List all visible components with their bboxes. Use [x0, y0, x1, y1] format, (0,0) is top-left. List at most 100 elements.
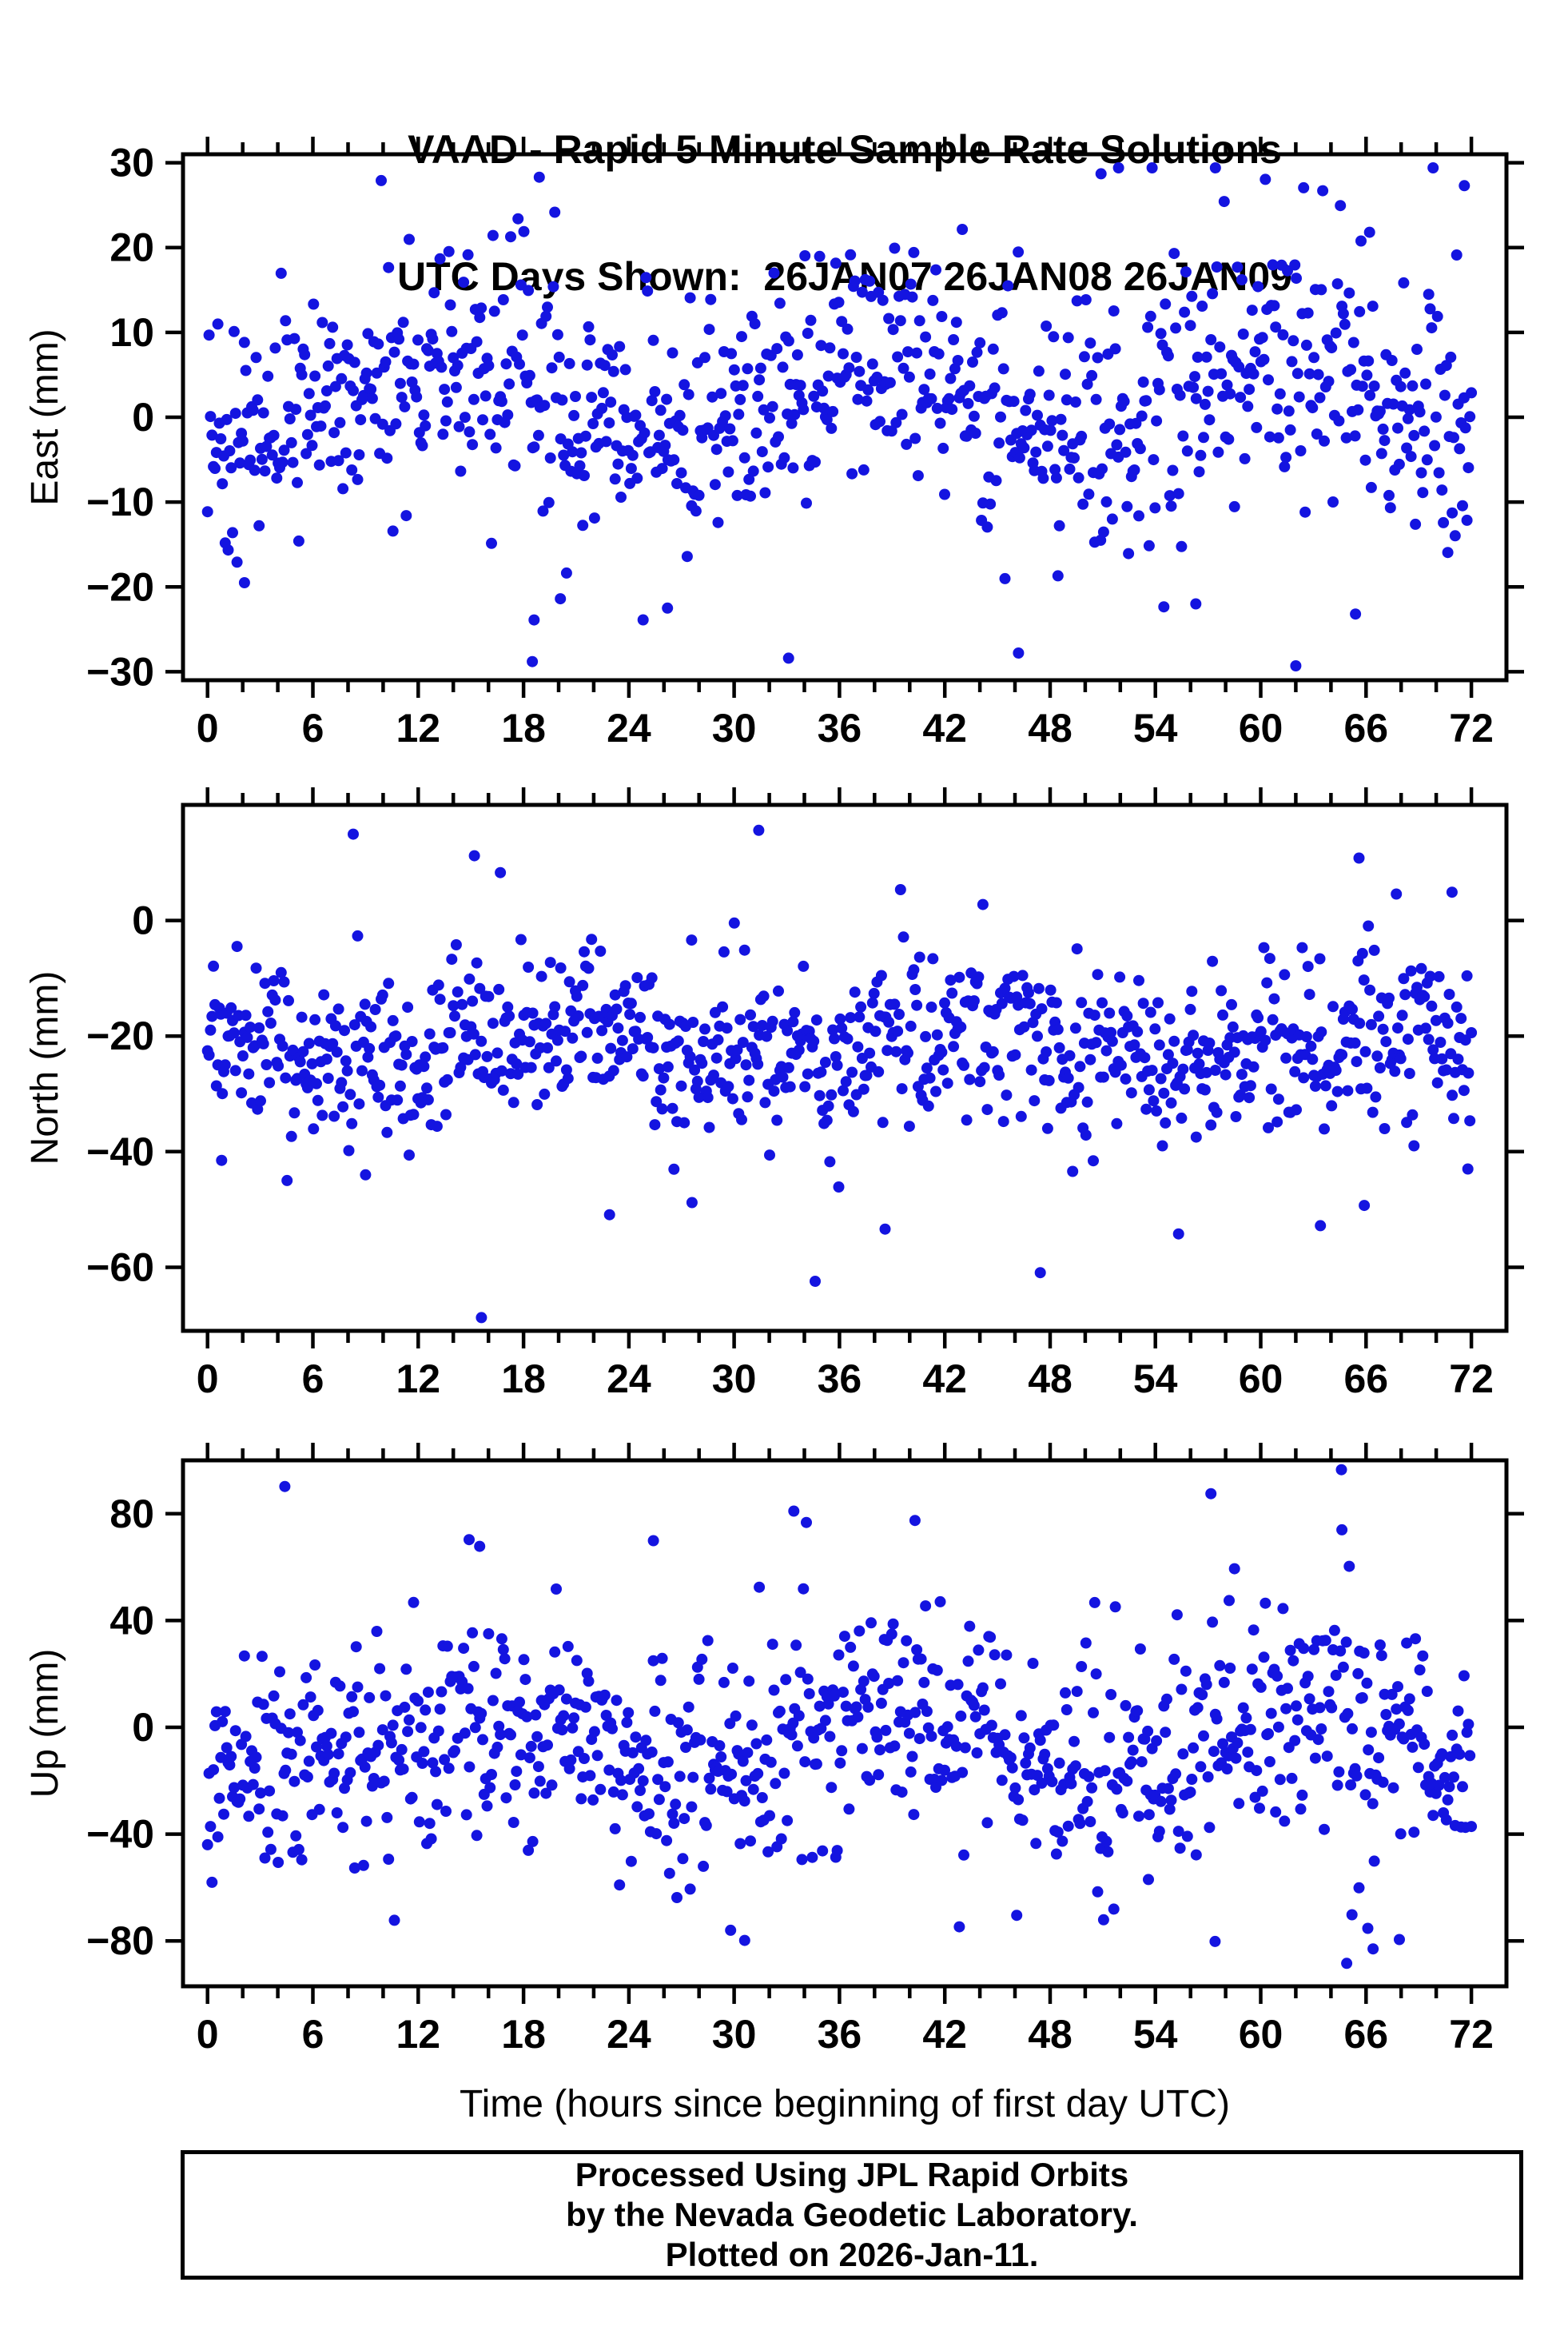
- data-point: [1227, 1021, 1239, 1033]
- data-point: [535, 970, 547, 982]
- data-point: [1036, 1777, 1048, 1789]
- data-point: [306, 440, 318, 452]
- data-point: [304, 1691, 316, 1703]
- data-point: [1283, 405, 1295, 417]
- x-tick-label: 60: [1239, 1356, 1283, 1401]
- data-point: [595, 1783, 607, 1795]
- data-point: [583, 321, 595, 333]
- data-point: [1006, 1762, 1018, 1774]
- data-point: [1140, 1103, 1152, 1115]
- data-point: [1352, 1667, 1364, 1679]
- data-point: [583, 962, 595, 974]
- data-point: [1421, 1686, 1433, 1697]
- data-point: [1407, 380, 1419, 392]
- data-point: [468, 850, 480, 862]
- data-point: [1314, 392, 1326, 404]
- data-point: [1461, 514, 1473, 526]
- data-point: [428, 287, 440, 299]
- data-point: [348, 1862, 360, 1874]
- data-point: [941, 1721, 953, 1733]
- y-axis-title: North (mm): [24, 971, 66, 1165]
- data-point: [315, 420, 327, 432]
- data-point: [344, 1766, 356, 1778]
- data-point: [939, 1764, 950, 1776]
- x-tick-label: 48: [1028, 706, 1073, 751]
- data-point: [686, 1801, 698, 1813]
- data-point: [743, 473, 755, 485]
- data-point: [467, 995, 479, 1007]
- data-point: [1080, 1129, 1092, 1141]
- data-point: [1088, 1596, 1100, 1608]
- data-point: [1177, 1748, 1189, 1760]
- data-point: [1430, 411, 1442, 423]
- data-point: [1048, 331, 1060, 343]
- data-point: [278, 444, 290, 456]
- plot-frame: [181, 152, 1509, 683]
- data-point: [500, 1792, 512, 1804]
- data-point: [1289, 1735, 1301, 1746]
- data-point: [497, 1643, 509, 1655]
- data-point: [1097, 1914, 1109, 1926]
- data-point: [1393, 1718, 1405, 1730]
- data-point: [422, 345, 434, 356]
- data-point: [937, 1064, 949, 1076]
- data-point: [906, 1750, 918, 1762]
- data-point: [647, 1042, 659, 1053]
- data-point: [1323, 1686, 1335, 1698]
- data-point: [1032, 409, 1043, 421]
- data-point: [1252, 1012, 1264, 1024]
- data-point: [575, 1050, 587, 1062]
- data-point: [1354, 1018, 1366, 1030]
- data-point: [1270, 321, 1282, 333]
- data-point: [1365, 1727, 1377, 1739]
- data-point: [1463, 1719, 1474, 1731]
- data-point: [897, 931, 909, 943]
- data-point: [1099, 1765, 1111, 1777]
- data-point: [1431, 310, 1443, 322]
- data-point: [523, 1844, 535, 1856]
- data-point: [1240, 1712, 1252, 1724]
- data-point: [219, 1059, 231, 1071]
- data-point: [1207, 288, 1219, 300]
- data-point: [1136, 1756, 1148, 1768]
- data-point: [931, 1029, 943, 1041]
- data-point: [1270, 1806, 1282, 1818]
- data-point: [826, 1782, 838, 1794]
- data-point: [829, 1033, 840, 1045]
- data-point: [328, 1767, 340, 1779]
- data-point: [1165, 1097, 1177, 1109]
- data-point: [609, 1822, 621, 1834]
- data-point: [758, 404, 770, 416]
- data-point: [806, 1851, 818, 1863]
- data-point: [427, 333, 439, 345]
- data-point: [852, 1711, 864, 1723]
- data-point: [1180, 1665, 1192, 1677]
- data-point: [1137, 376, 1149, 388]
- data-point: [297, 1699, 309, 1711]
- data-point: [1408, 429, 1420, 441]
- data-point: [595, 946, 607, 957]
- data-point: [864, 1047, 876, 1059]
- data-point: [752, 1058, 764, 1070]
- data-point: [544, 957, 556, 969]
- data-point: [902, 1047, 913, 1059]
- data-point: [1350, 608, 1362, 620]
- data-point: [262, 1826, 274, 1838]
- data-point: [324, 337, 336, 349]
- data-point: [799, 1756, 811, 1768]
- data-point: [300, 1671, 312, 1683]
- data-point: [1204, 1038, 1216, 1049]
- data-point: [540, 1787, 552, 1799]
- data-point: [1433, 467, 1445, 479]
- data-point: [225, 462, 237, 474]
- data-point: [1289, 1065, 1301, 1077]
- data-point: [296, 368, 308, 380]
- data-point: [1367, 1798, 1379, 1810]
- data-point: [687, 1017, 699, 1028]
- data-point: [796, 1854, 808, 1866]
- data-point: [1146, 162, 1158, 173]
- data-point: [679, 1117, 690, 1129]
- data-point: [1355, 235, 1367, 247]
- data-point: [999, 572, 1011, 584]
- chart-title: VAAD - Rapid 5 Minute Sample Rate Soluti…: [183, 44, 1506, 383]
